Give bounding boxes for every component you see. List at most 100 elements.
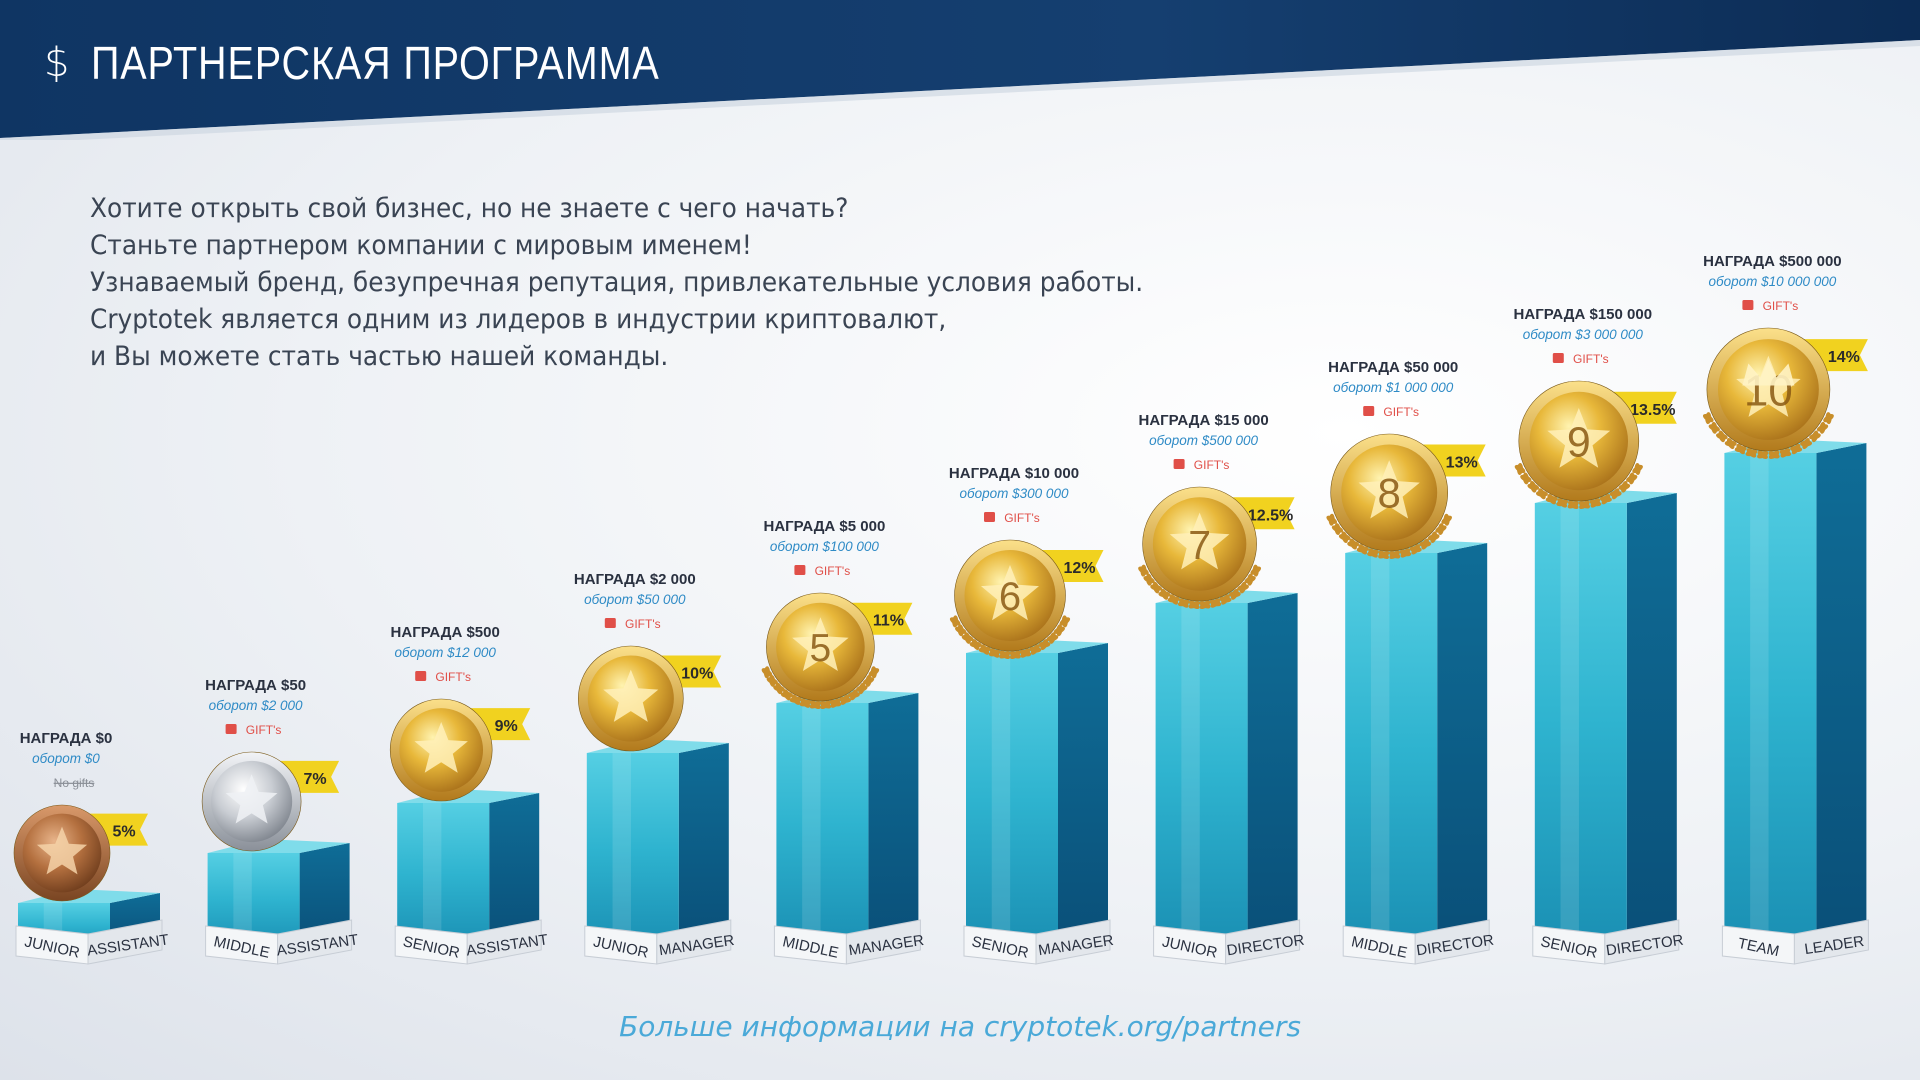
laurel-leaf <box>1053 626 1065 634</box>
percent-label: 7% <box>304 771 327 788</box>
gifts-label: GIFT's <box>1194 458 1230 472</box>
footer-link[interactable]: Больше информации на cryptotek.org/partn… <box>619 1010 1301 1043</box>
laurel-leaf <box>1441 515 1452 524</box>
laurel-leaf <box>1046 634 1059 642</box>
laurel-leaf <box>1177 599 1190 607</box>
bar-highlight <box>1560 503 1579 948</box>
laurel-leaf <box>1331 525 1344 533</box>
bar-highlight <box>1750 453 1769 948</box>
role-plate <box>1414 919 1490 965</box>
percent-label: 9% <box>495 718 518 735</box>
laurel-leaf <box>819 701 832 709</box>
bar <box>776 703 869 948</box>
laurel-leaf <box>1199 601 1211 609</box>
laurel-leaf <box>1038 641 1051 648</box>
role-plate <box>277 919 353 965</box>
gifts-label: GIFT's <box>1383 405 1419 419</box>
bar-side <box>1437 543 1488 948</box>
laurel-leaf <box>1708 424 1720 432</box>
gifts-label: GIFT's <box>435 670 471 684</box>
star-icon <box>1547 408 1611 468</box>
laurel-leaf <box>961 634 974 642</box>
laurel-leaf <box>988 649 1001 657</box>
laurel-leaf <box>855 685 868 692</box>
laurel-leaf <box>1514 464 1526 474</box>
laurel-leaf <box>1389 551 1401 559</box>
laurel-leaf <box>1059 617 1071 626</box>
laurel-leaf <box>1626 474 1638 483</box>
reward-label: НАГРАДА $2 000 <box>574 571 696 588</box>
gifts-label: GIFT's <box>625 617 661 631</box>
gifts-label: GIFT's <box>1763 299 1799 313</box>
bar-highlight <box>802 703 821 948</box>
turnover-label: оборот $2 000 <box>209 698 303 713</box>
turnover-label: оборот $10 000 000 <box>1709 274 1837 289</box>
bar-side <box>489 793 540 948</box>
reward-label: НАГРАДА $10 000 <box>949 465 1079 482</box>
laurel-leaf <box>1757 451 1769 459</box>
star-icon <box>792 617 849 671</box>
turnover-label: оборот $500 000 <box>1149 433 1258 448</box>
laurel-leaf <box>1567 501 1579 509</box>
star-icon <box>1169 512 1230 570</box>
bar <box>1345 553 1438 948</box>
laurel-leaf <box>1609 490 1622 497</box>
laurel-wreath <box>1326 513 1452 559</box>
intro-text: Хотите открыть свой бизнес, но не знаете… <box>90 190 1143 375</box>
gift-icon <box>1363 406 1375 416</box>
gift-icon <box>415 671 427 681</box>
role-plate <box>466 919 542 965</box>
laurel-leaf <box>761 668 773 677</box>
laurel-leaf <box>1029 646 1042 653</box>
bar-highlight <box>422 803 442 948</box>
percent-label: 11% <box>873 613 904 630</box>
laurel-wreath <box>761 666 880 710</box>
role-plate <box>1035 919 1111 965</box>
laurel-leaf <box>1790 446 1803 453</box>
turnover-label: оборот $0 <box>32 751 100 766</box>
star-icon <box>36 826 88 875</box>
turnover-label: оборот $100 000 <box>770 539 879 554</box>
laurel-wreath <box>1702 412 1834 459</box>
header-banner <box>0 0 1920 140</box>
reward-label: НАГРАДА $5 000 <box>763 518 885 535</box>
gift-icon <box>1173 459 1185 469</box>
laurel-leaf <box>999 651 1011 659</box>
star-icon <box>603 669 659 722</box>
laurel-leaf <box>1143 576 1155 584</box>
gift-icon <box>1742 300 1754 310</box>
bar-side <box>1816 443 1867 948</box>
laurel-leaf <box>1578 501 1590 509</box>
laurel-leaf <box>1347 541 1360 548</box>
gift-icon <box>604 618 616 628</box>
percent-label: 12.5% <box>1248 507 1293 524</box>
laurel-leaf <box>1556 499 1569 507</box>
turnover-label: оборот $50 000 <box>584 592 686 607</box>
gifts-label: No gifts <box>54 776 95 790</box>
star-icon <box>414 722 468 773</box>
gift-icon <box>225 724 237 734</box>
role-plate <box>845 919 921 965</box>
laurel-leaf <box>1399 549 1412 557</box>
percent-label: 12% <box>1063 560 1095 577</box>
laurel-leaf <box>847 691 860 698</box>
turnover-label: оборот $3 000 000 <box>1523 327 1644 342</box>
reward-label: НАГРАДА $150 000 <box>1514 306 1653 323</box>
laurel-leaf <box>1589 499 1602 507</box>
laurel-leaf <box>1520 474 1532 483</box>
laurel-leaf <box>1800 440 1813 447</box>
role-plate <box>1604 919 1680 965</box>
laurel-leaf <box>1356 546 1369 553</box>
medal-number: 6 <box>999 575 1021 619</box>
reward-label: НАГРАДА $0 <box>20 730 113 747</box>
laurel-leaf <box>1823 414 1834 423</box>
laurel-leaf <box>868 668 880 677</box>
laurel-leaf <box>1244 576 1256 584</box>
bar-side <box>868 693 919 948</box>
